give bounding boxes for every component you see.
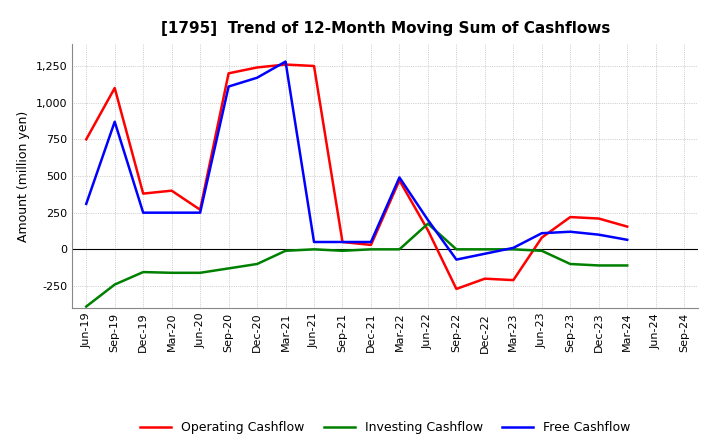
Operating Cashflow <box>366 242 375 248</box>
Investing Cashflow <box>225 266 233 271</box>
Investing Cashflow <box>395 247 404 252</box>
Free Cashflow <box>566 229 575 235</box>
Investing Cashflow <box>338 248 347 253</box>
Operating Cashflow <box>509 278 518 283</box>
Operating Cashflow <box>537 235 546 240</box>
Free Cashflow <box>395 175 404 180</box>
Free Cashflow <box>139 210 148 215</box>
Investing Cashflow <box>110 282 119 287</box>
Operating Cashflow <box>167 188 176 193</box>
Investing Cashflow <box>452 247 461 252</box>
Investing Cashflow <box>82 304 91 309</box>
Operating Cashflow <box>82 137 91 142</box>
Investing Cashflow <box>310 247 318 252</box>
Operating Cashflow <box>423 227 432 233</box>
Investing Cashflow <box>595 263 603 268</box>
Operating Cashflow <box>566 214 575 220</box>
Free Cashflow <box>253 75 261 81</box>
Investing Cashflow <box>139 269 148 275</box>
Free Cashflow <box>282 59 290 64</box>
Free Cashflow <box>196 210 204 215</box>
Operating Cashflow <box>282 62 290 67</box>
Free Cashflow <box>82 201 91 206</box>
Legend: Operating Cashflow, Investing Cashflow, Free Cashflow: Operating Cashflow, Investing Cashflow, … <box>135 416 635 439</box>
Operating Cashflow <box>338 239 347 245</box>
Free Cashflow <box>423 217 432 223</box>
Free Cashflow <box>110 119 119 125</box>
Free Cashflow <box>595 232 603 237</box>
Line: Operating Cashflow: Operating Cashflow <box>86 65 627 289</box>
Y-axis label: Amount (million yen): Amount (million yen) <box>17 110 30 242</box>
Free Cashflow <box>623 237 631 242</box>
Free Cashflow <box>537 231 546 236</box>
Operating Cashflow <box>623 224 631 229</box>
Line: Investing Cashflow: Investing Cashflow <box>86 224 627 307</box>
Free Cashflow <box>452 257 461 262</box>
Investing Cashflow <box>566 261 575 267</box>
Investing Cashflow <box>253 261 261 267</box>
Operating Cashflow <box>110 85 119 91</box>
Investing Cashflow <box>282 248 290 253</box>
Operating Cashflow <box>139 191 148 196</box>
Operating Cashflow <box>452 286 461 292</box>
Operating Cashflow <box>595 216 603 221</box>
Operating Cashflow <box>196 207 204 213</box>
Investing Cashflow <box>509 247 518 252</box>
Investing Cashflow <box>196 270 204 275</box>
Operating Cashflow <box>310 63 318 69</box>
Free Cashflow <box>167 210 176 215</box>
Free Cashflow <box>480 251 489 257</box>
Free Cashflow <box>509 245 518 250</box>
Investing Cashflow <box>480 247 489 252</box>
Operating Cashflow <box>395 178 404 183</box>
Operating Cashflow <box>225 71 233 76</box>
Operating Cashflow <box>480 276 489 281</box>
Investing Cashflow <box>623 263 631 268</box>
Free Cashflow <box>338 239 347 245</box>
Free Cashflow <box>310 239 318 245</box>
Investing Cashflow <box>537 248 546 253</box>
Investing Cashflow <box>423 221 432 226</box>
Investing Cashflow <box>366 247 375 252</box>
Operating Cashflow <box>253 65 261 70</box>
Free Cashflow <box>225 84 233 89</box>
Investing Cashflow <box>167 270 176 275</box>
Line: Free Cashflow: Free Cashflow <box>86 62 627 260</box>
Free Cashflow <box>366 239 375 245</box>
Title: [1795]  Trend of 12-Month Moving Sum of Cashflows: [1795] Trend of 12-Month Moving Sum of C… <box>161 21 610 36</box>
